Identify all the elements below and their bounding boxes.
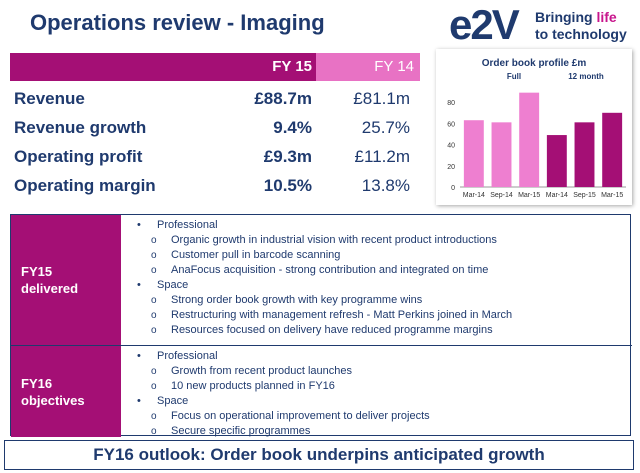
- bullet-item: Secure specific programmes: [129, 424, 430, 439]
- y-tick-label: 0: [451, 185, 455, 192]
- section-label-fy16: FY16 objectives: [11, 345, 121, 437]
- x-tick-label: Mar-14: [546, 192, 568, 199]
- x-tick-label: Mar-14: [463, 192, 485, 199]
- section-label-text: FY15 delivered: [21, 264, 79, 296]
- header-fy14-label: FY 14: [374, 58, 414, 75]
- metric-row-operating-profit: Operating profit £9.3m £11.2m: [14, 147, 414, 171]
- chart-annotation-full: Full: [507, 72, 521, 81]
- bullet-heading: Professional: [129, 349, 430, 364]
- metric-label: Operating profit: [14, 147, 143, 166]
- logo-tagline: Bringing life to technology: [535, 9, 627, 43]
- bar-12-month: [546, 135, 567, 187]
- x-tick-label: Mar-15: [601, 192, 623, 199]
- bullet-item: Restructuring with management refresh - …: [129, 308, 512, 323]
- metric-fy14-value: £11.2m: [354, 147, 410, 166]
- outlook-banner: FY16 outlook: Order book underpins antic…: [4, 440, 634, 470]
- bar-full: [491, 122, 512, 187]
- metric-row-operating-margin: Operating margin 10.5% 13.8%: [14, 176, 414, 200]
- fy15-delivered-list: ProfessionalOrganic growth in industrial…: [129, 218, 512, 338]
- bullet-item: AnaFocus acquisition - strong contributi…: [129, 263, 512, 278]
- x-tick-label: Sep-15: [573, 192, 596, 199]
- y-tick-label: 20: [447, 164, 455, 171]
- metrics-header: FY 15 FY 14: [10, 53, 420, 81]
- bullet-item: Resources focused on delivery have reduc…: [129, 323, 512, 338]
- header-fy15-label: FY 15: [272, 58, 312, 75]
- metric-row-revenue: Revenue £88.7m £81.1m: [14, 89, 414, 113]
- metric-fy15-value: 9.4%: [273, 118, 312, 137]
- bullet-heading: Space: [129, 394, 430, 409]
- metric-fy15-value: £9.3m: [263, 147, 312, 166]
- logo-mark: e2V: [449, 1, 520, 48]
- y-tick-label: 40: [447, 143, 455, 150]
- bullet-heading: Professional: [129, 218, 512, 233]
- metric-label: Revenue growth: [14, 118, 147, 137]
- tagline-part-2: to technology: [535, 26, 627, 42]
- bullet-item: 10 new products planned in FY16: [129, 379, 430, 394]
- y-tick-label: 60: [447, 121, 455, 128]
- page-title: Operations review - Imaging: [30, 10, 325, 35]
- bar-12-month: [602, 112, 623, 187]
- metric-fy14-value: £81.1m: [353, 89, 410, 108]
- bar-full: [519, 92, 540, 187]
- metric-label: Revenue: [14, 89, 85, 108]
- section-divider: [121, 345, 632, 346]
- x-tick-label: Mar-15: [518, 192, 540, 199]
- section-label-text: FY16 objectives: [21, 375, 85, 408]
- metric-fy14-value: 25.7%: [361, 118, 410, 137]
- metric-fy15-value: 10.5%: [263, 176, 312, 195]
- bullet-item: Organic growth in industrial vision with…: [129, 233, 512, 248]
- bullet-item: Focus on operational improvement to deli…: [129, 409, 430, 424]
- bar-full: [463, 120, 484, 187]
- section-label-fy15: FY15 delivered: [11, 215, 121, 345]
- metric-fy15-value: £88.7m: [254, 89, 312, 108]
- bar-12-month: [574, 122, 595, 187]
- metric-label: Operating margin: [14, 176, 156, 195]
- metric-row-revenue-growth: Revenue growth 9.4% 25.7%: [14, 118, 414, 142]
- tagline-highlight: life: [596, 9, 617, 25]
- objectives-panel: FY15 delivered FY16 objectives Professio…: [10, 214, 632, 439]
- bullet-heading: Space: [129, 278, 512, 293]
- y-tick-label: 80: [447, 100, 455, 107]
- bullet-item: Growth from recent product launches: [129, 364, 430, 379]
- chart-title: Order book profile £m: [482, 58, 587, 69]
- header-fy15-band: [10, 53, 316, 81]
- e2v-logo: e2V Bringing life to technology: [449, 4, 639, 50]
- metric-fy14-value: 13.8%: [361, 176, 410, 195]
- x-tick-label: Sep-14: [490, 192, 513, 199]
- fy16-objectives-list: ProfessionalGrowth from recent product l…: [129, 349, 430, 439]
- header-fy14-band: [316, 53, 420, 81]
- tagline-part-1: Bringing: [535, 9, 597, 25]
- bullet-item: Customer pull in barcode scanning: [129, 248, 512, 263]
- chart-annotation-12-month: 12 month: [568, 72, 604, 81]
- bullet-item: Strong order book growth with key progra…: [129, 293, 512, 308]
- order-book-chart-svg: Order book profile £m Full 12 month 0 20 40 60…: [447, 58, 626, 199]
- order-book-chart: Order book profile £m Full 12 month 0 20 40 60…: [436, 49, 632, 205]
